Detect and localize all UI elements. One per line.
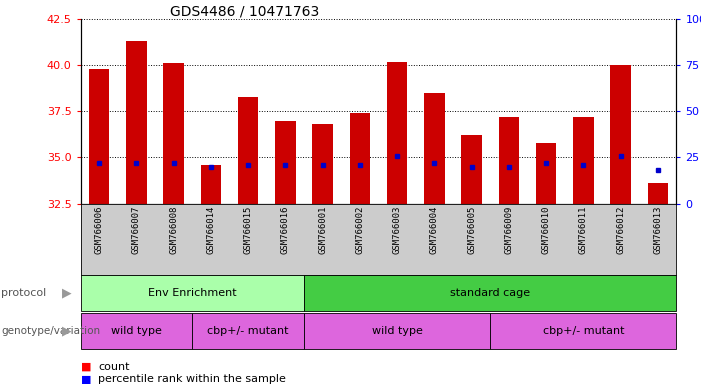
Bar (536, 143, 557, 204)
Text: GSM766007: GSM766007 (132, 206, 141, 254)
Bar (573, 117, 594, 204)
Bar (304, 275, 676, 311)
Text: Env Enrichment: Env Enrichment (148, 288, 237, 298)
Text: cbp+/- mutant: cbp+/- mutant (207, 326, 289, 336)
Text: GSM766013: GSM766013 (653, 206, 662, 254)
Bar (238, 97, 259, 204)
Text: percentile rank within the sample: percentile rank within the sample (98, 374, 286, 384)
Bar (81, 313, 192, 349)
Text: GSM766003: GSM766003 (393, 206, 402, 254)
Text: GSM766016: GSM766016 (281, 206, 290, 254)
Text: protocol: protocol (1, 288, 47, 298)
Bar (313, 124, 333, 204)
Bar (461, 135, 482, 204)
Text: standard cage: standard cage (450, 288, 531, 298)
Text: GSM766010: GSM766010 (542, 206, 550, 254)
Bar (648, 183, 668, 204)
Bar (611, 65, 631, 204)
Text: GDS4486 / 10471763: GDS4486 / 10471763 (170, 4, 319, 18)
Text: GSM766006: GSM766006 (95, 206, 104, 254)
Text: GSM766015: GSM766015 (244, 206, 252, 254)
Bar (126, 41, 147, 204)
Text: GSM766014: GSM766014 (207, 206, 215, 254)
Text: GSM766009: GSM766009 (505, 206, 513, 254)
Text: GSM766002: GSM766002 (355, 206, 365, 254)
Bar (498, 117, 519, 204)
Text: GSM766012: GSM766012 (616, 206, 625, 254)
Bar (350, 113, 370, 204)
Bar (89, 69, 109, 204)
Bar (275, 121, 296, 204)
Text: genotype/variation: genotype/variation (1, 326, 100, 336)
Bar (490, 313, 676, 349)
Text: GSM766005: GSM766005 (467, 206, 476, 254)
Text: ■: ■ (81, 362, 91, 372)
Text: GSM766001: GSM766001 (318, 206, 327, 254)
Text: GSM766011: GSM766011 (579, 206, 588, 254)
Bar (304, 313, 490, 349)
Text: ▶: ▶ (62, 286, 72, 299)
Text: count: count (98, 362, 130, 372)
Bar (424, 93, 444, 204)
Text: wild type: wild type (372, 326, 423, 336)
Bar (81, 275, 304, 311)
Text: GSM766008: GSM766008 (169, 206, 178, 254)
Text: GSM766004: GSM766004 (430, 206, 439, 254)
Text: wild type: wild type (111, 326, 162, 336)
Text: ▶: ▶ (62, 325, 72, 338)
Bar (387, 61, 407, 204)
Text: ■: ■ (81, 374, 91, 384)
Text: cbp+/- mutant: cbp+/- mutant (543, 326, 624, 336)
Bar (200, 165, 222, 204)
Bar (163, 63, 184, 204)
Bar (192, 313, 304, 349)
